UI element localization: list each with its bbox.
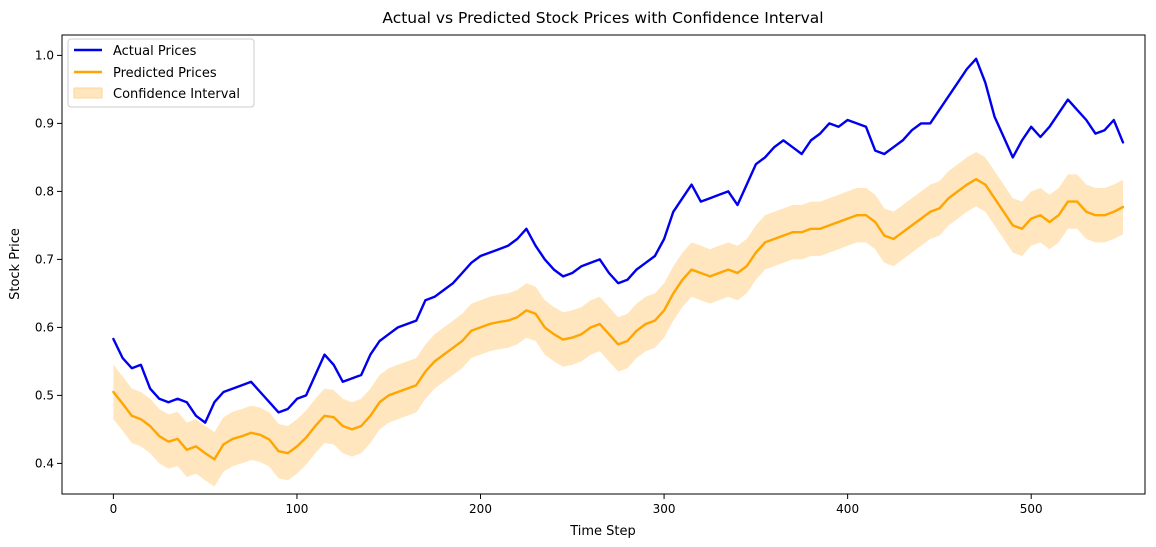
x-tick-label: 500	[1020, 502, 1043, 516]
predicted-prices-line	[112, 177, 1125, 461]
actual-prices-line	[112, 57, 1125, 424]
legend-actual-label: Actual Prices	[113, 44, 197, 59]
y-axis-label: Stock Price	[8, 228, 23, 300]
y-tick-label: 0.7	[35, 252, 54, 266]
legend-box	[67, 38, 255, 108]
x-tick-label: 300	[653, 502, 676, 516]
y-tick-label: 0.6	[35, 320, 54, 334]
y-tick-label: 0.5	[35, 388, 54, 402]
x-tick-label: 200	[469, 502, 492, 516]
y-axis: 0.4 0.5 0.6 0.7 0.8 0.9 1.0	[35, 48, 62, 470]
x-tick-label: 400	[836, 502, 859, 516]
y-tick-label: 0.4	[35, 456, 54, 470]
y-tick-label: 0.9	[35, 116, 54, 130]
x-axis: 0 100 200 300 400 500	[110, 494, 1043, 516]
x-tick-label: 0	[110, 502, 118, 516]
legend-confidence-swatch	[73, 87, 103, 99]
series-layer	[112, 57, 1125, 461]
plot-area-frame	[61, 34, 1146, 495]
chart-title: Actual vs Predicted Stock Prices with Co…	[382, 9, 823, 27]
x-tick-label: 100	[286, 502, 309, 516]
legend-confidence-label: Confidence Interval	[113, 87, 240, 102]
legend-predicted-label: Predicted Prices	[113, 66, 217, 81]
y-tick-label: 0.8	[35, 184, 54, 198]
y-tick-label: 1.0	[35, 48, 54, 62]
confidence-band-layer	[113, 152, 1123, 487]
legend: Actual Prices Predicted Prices Confidenc…	[67, 38, 255, 108]
confidence-interval-band	[113, 152, 1123, 487]
x-axis-label: Time Step	[569, 524, 636, 539]
